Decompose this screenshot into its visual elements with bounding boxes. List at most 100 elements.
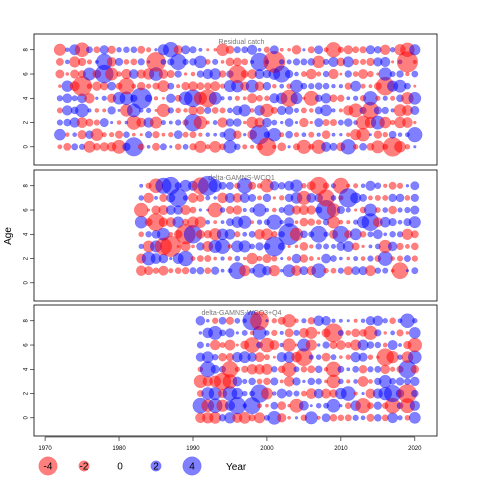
positive-residual-bubble (242, 378, 248, 385)
positive-residual-bubble (331, 108, 336, 113)
positive-residual-bubble (95, 96, 99, 100)
panel-title: delta-GAMNS-WCQ3+Q4 (202, 310, 282, 317)
positive-residual-bubble (409, 44, 421, 56)
positive-residual-bubble (408, 216, 421, 229)
positive-residual-bubble (316, 132, 321, 137)
positive-residual-bubble (404, 82, 411, 90)
positive-residual-bubble (403, 377, 411, 385)
positive-residual-bubble (287, 145, 291, 149)
negative-residual-bubble (356, 127, 370, 142)
negative-residual-bubble (402, 117, 413, 128)
positive-residual-bubble (323, 243, 330, 250)
negative-residual-bubble (373, 130, 383, 139)
negative-residual-bubble (58, 84, 62, 88)
positive-residual-bubble (307, 377, 316, 386)
positive-residual-bubble (331, 243, 336, 249)
legend-label: 4 (189, 462, 195, 473)
negative-residual-bubble (330, 267, 337, 274)
positive-residual-bubble (298, 400, 309, 411)
positive-residual-bubble (349, 228, 362, 241)
negative-residual-bubble (188, 105, 198, 116)
positive-residual-bubble (368, 244, 373, 249)
negative-residual-bubble (213, 48, 217, 52)
positive-residual-bubble (397, 207, 403, 213)
negative-residual-bubble (308, 131, 315, 138)
positive-residual-bubble (71, 143, 79, 151)
negative-residual-bubble (339, 72, 343, 76)
positive-residual-bubble (367, 231, 374, 238)
negative-residual-bubble (396, 242, 404, 251)
negative-residual-bubble (183, 108, 188, 113)
negative-residual-bubble (279, 47, 284, 52)
y-tick-label: 4 (24, 367, 30, 371)
positive-residual-bubble (390, 330, 396, 336)
negative-residual-bubble (345, 354, 351, 360)
positive-residual-bubble (314, 82, 323, 90)
negative-residual-bubble (352, 58, 359, 66)
negative-residual-bubble (383, 183, 388, 188)
positive-residual-bubble (54, 128, 66, 141)
negative-residual-bubble (130, 58, 138, 66)
x-tick-label: 1980 (112, 446, 126, 452)
positive-residual-bubble (361, 391, 365, 396)
positive-residual-bubble (299, 230, 308, 239)
negative-residual-bubble (328, 68, 339, 80)
positive-residual-bubble (269, 45, 279, 55)
negative-residual-bubble (282, 338, 296, 352)
negative-residual-bubble (56, 107, 63, 114)
negative-residual-bubble (390, 95, 396, 101)
negative-residual-bubble (63, 142, 72, 151)
positive-residual-bubble (403, 255, 411, 263)
positive-residual-bubble (231, 387, 244, 400)
negative-residual-bubble (198, 132, 203, 137)
y-tick-label: 6 (24, 72, 30, 76)
positive-residual-bubble (248, 377, 256, 386)
negative-residual-bubble (323, 267, 329, 274)
positive-residual-bubble (241, 390, 248, 397)
positive-residual-bubble (238, 240, 251, 253)
negative-residual-bubble (352, 46, 360, 54)
negative-residual-bubble (190, 256, 196, 262)
panel-title: Residual catch (219, 39, 265, 46)
negative-residual-bubble (209, 339, 221, 351)
negative-residual-bubble (180, 204, 191, 216)
positive-residual-bubble (387, 340, 398, 351)
positive-residual-bubble (182, 195, 189, 201)
y-tick-label: 8 (24, 318, 30, 322)
positive-residual-bubble (293, 366, 300, 373)
positive-residual-bubble (359, 142, 367, 151)
negative-residual-bubble (345, 132, 351, 137)
negative-residual-bubble (262, 254, 272, 264)
positive-residual-bubble (285, 390, 293, 397)
positive-residual-bubble (388, 130, 397, 139)
positive-residual-bubble (397, 415, 403, 421)
negative-residual-bubble (388, 181, 397, 190)
positive-residual-bubble (114, 57, 124, 66)
positive-residual-bubble (339, 132, 343, 137)
negative-residual-bubble (220, 60, 225, 64)
positive-residual-bubble (137, 58, 145, 66)
positive-residual-bubble (314, 45, 324, 55)
negative-residual-bubble (85, 118, 94, 127)
positive-residual-bubble (101, 95, 107, 101)
positive-residual-bubble (323, 231, 329, 237)
positive-residual-bubble (220, 96, 225, 101)
positive-residual-bubble (196, 266, 205, 275)
negative-residual-bubble (410, 365, 420, 374)
negative-residual-bubble (166, 70, 175, 79)
negative-residual-bubble (272, 355, 276, 359)
negative-residual-bubble (55, 69, 65, 79)
negative-residual-bubble (359, 230, 367, 238)
positive-residual-bubble (145, 131, 153, 139)
positive-residual-bubble (139, 183, 144, 188)
positive-residual-bubble (208, 91, 222, 105)
negative-residual-bubble (168, 231, 174, 237)
positive-residual-bubble (411, 389, 419, 398)
negative-residual-bubble (106, 57, 117, 67)
positive-residual-bubble (130, 46, 138, 54)
positive-residual-bubble (227, 96, 233, 101)
negative-residual-bubble (144, 266, 154, 276)
panel-3: delta-GAMNS-WCQ3+Q4 0 2 4 6 8 (24, 304, 438, 437)
negative-residual-bubble (206, 48, 210, 52)
negative-residual-bubble (272, 83, 277, 89)
